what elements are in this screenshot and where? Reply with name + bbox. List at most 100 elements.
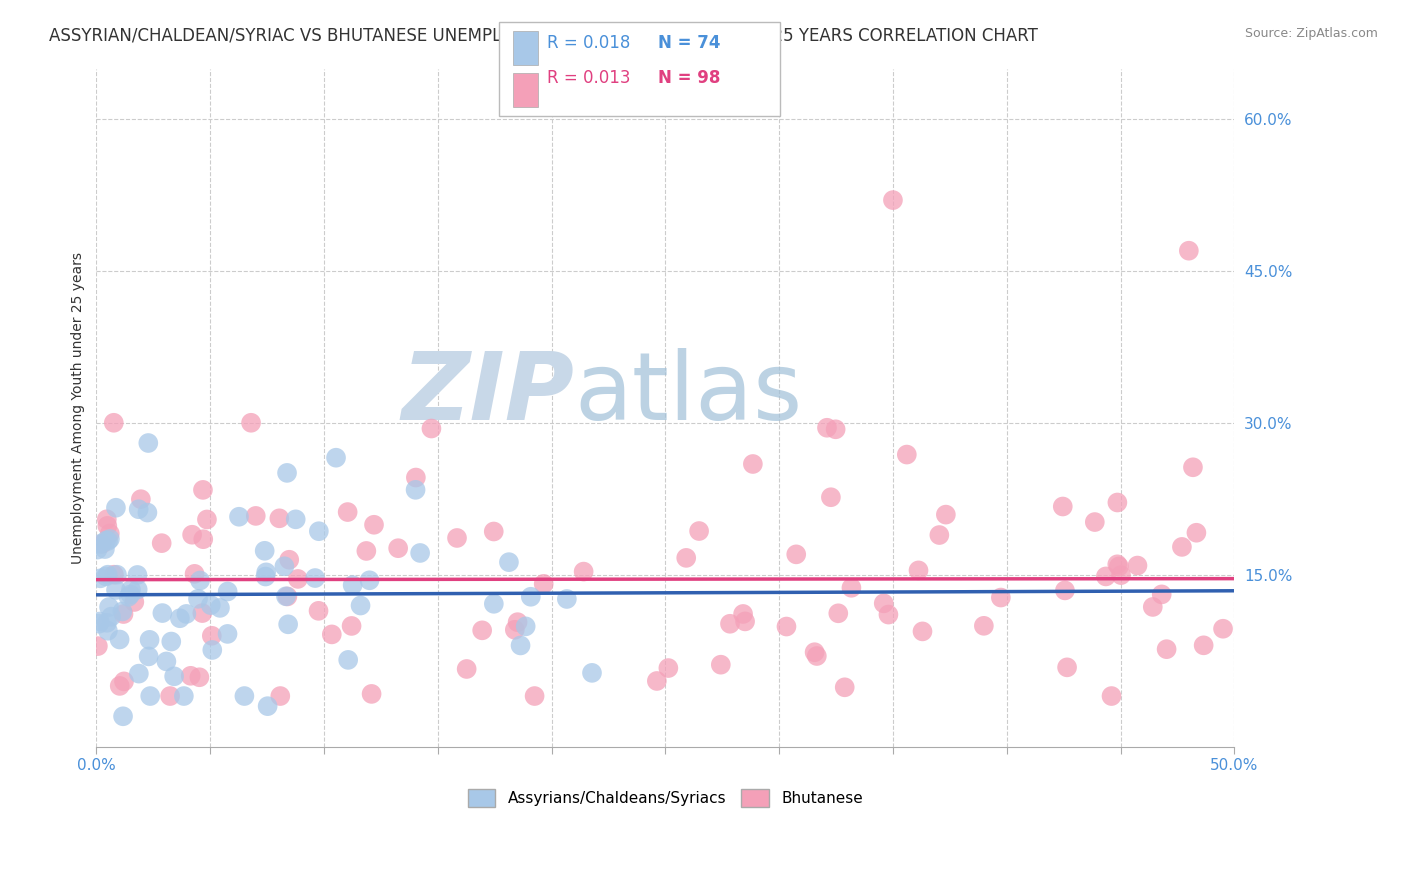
Point: [163, 669, 186, 683]
Point: [935, 508, 957, 522]
Point: [734, 615, 756, 629]
Point: [1178, 244, 1201, 258]
Point: [405, 470, 427, 484]
Text: Source: ZipAtlas.com: Source: ZipAtlas.com: [1244, 27, 1378, 40]
Point: [877, 607, 900, 622]
Point: [277, 617, 299, 632]
Point: [741, 457, 763, 471]
Point: [245, 508, 267, 523]
Point: [217, 584, 239, 599]
Point: [645, 673, 668, 688]
Point: [1142, 599, 1164, 614]
Point: [1107, 495, 1129, 509]
Point: [387, 541, 409, 556]
Point: [523, 689, 546, 703]
Point: [420, 421, 443, 435]
Point: [1192, 638, 1215, 652]
Point: [363, 517, 385, 532]
Point: [278, 553, 301, 567]
Point: [287, 572, 309, 586]
Point: [86, 542, 108, 557]
Point: [990, 591, 1012, 605]
Text: atlas: atlas: [574, 348, 803, 440]
Point: [1185, 525, 1208, 540]
Point: [360, 687, 382, 701]
Point: [96, 519, 118, 533]
Point: [675, 550, 697, 565]
Point: [1095, 569, 1118, 583]
Point: [94, 542, 117, 557]
Point: [1181, 460, 1204, 475]
Point: [827, 607, 849, 621]
Point: [269, 689, 291, 703]
Point: [471, 624, 494, 638]
Point: [657, 661, 679, 675]
Point: [181, 527, 204, 541]
Point: [325, 450, 347, 465]
Point: [208, 600, 231, 615]
Point: [1212, 622, 1234, 636]
Point: [169, 611, 191, 625]
Text: ZIP: ZIP: [402, 348, 574, 440]
Point: [342, 578, 364, 592]
Point: [1107, 558, 1129, 572]
Point: [173, 689, 195, 703]
Point: [105, 567, 128, 582]
Point: [973, 619, 995, 633]
Point: [136, 436, 159, 450]
Point: [273, 559, 295, 574]
Point: [117, 590, 139, 604]
Point: [97, 624, 120, 638]
Point: [806, 648, 828, 663]
Point: [112, 607, 135, 621]
Point: [1084, 515, 1107, 529]
Point: [138, 632, 160, 647]
Point: [907, 563, 929, 577]
Point: [89, 571, 111, 585]
Point: [1150, 587, 1173, 601]
Point: [128, 502, 150, 516]
Point: [337, 653, 360, 667]
Point: [775, 619, 797, 633]
Point: [103, 416, 125, 430]
Point: [128, 666, 150, 681]
Point: [187, 591, 209, 606]
Point: [336, 505, 359, 519]
Point: [896, 448, 918, 462]
Point: [824, 422, 846, 436]
Point: [482, 597, 505, 611]
Point: [349, 599, 371, 613]
Point: [195, 512, 218, 526]
Point: [127, 582, 149, 597]
Point: [785, 547, 807, 561]
Point: [94, 569, 117, 583]
Point: [254, 566, 277, 580]
Point: [150, 536, 173, 550]
Point: [688, 524, 710, 538]
Point: [456, 662, 478, 676]
Point: [108, 632, 131, 647]
Point: [111, 605, 134, 619]
Point: [188, 670, 211, 684]
Point: [409, 546, 432, 560]
Point: [98, 526, 121, 541]
Point: [1056, 660, 1078, 674]
Point: [87, 639, 110, 653]
Point: [127, 568, 149, 582]
Point: [217, 627, 239, 641]
Point: [340, 619, 363, 633]
Text: R = 0.013: R = 0.013: [547, 70, 630, 87]
Point: [873, 596, 896, 610]
Point: [274, 590, 297, 604]
Point: [103, 567, 125, 582]
Point: [193, 532, 215, 546]
Point: [91, 537, 114, 551]
Point: [96, 512, 118, 526]
Point: [356, 544, 378, 558]
Point: [308, 524, 330, 539]
Point: [509, 639, 531, 653]
Point: [176, 607, 198, 621]
Point: [136, 506, 159, 520]
Point: [98, 600, 121, 615]
Point: [446, 531, 468, 545]
